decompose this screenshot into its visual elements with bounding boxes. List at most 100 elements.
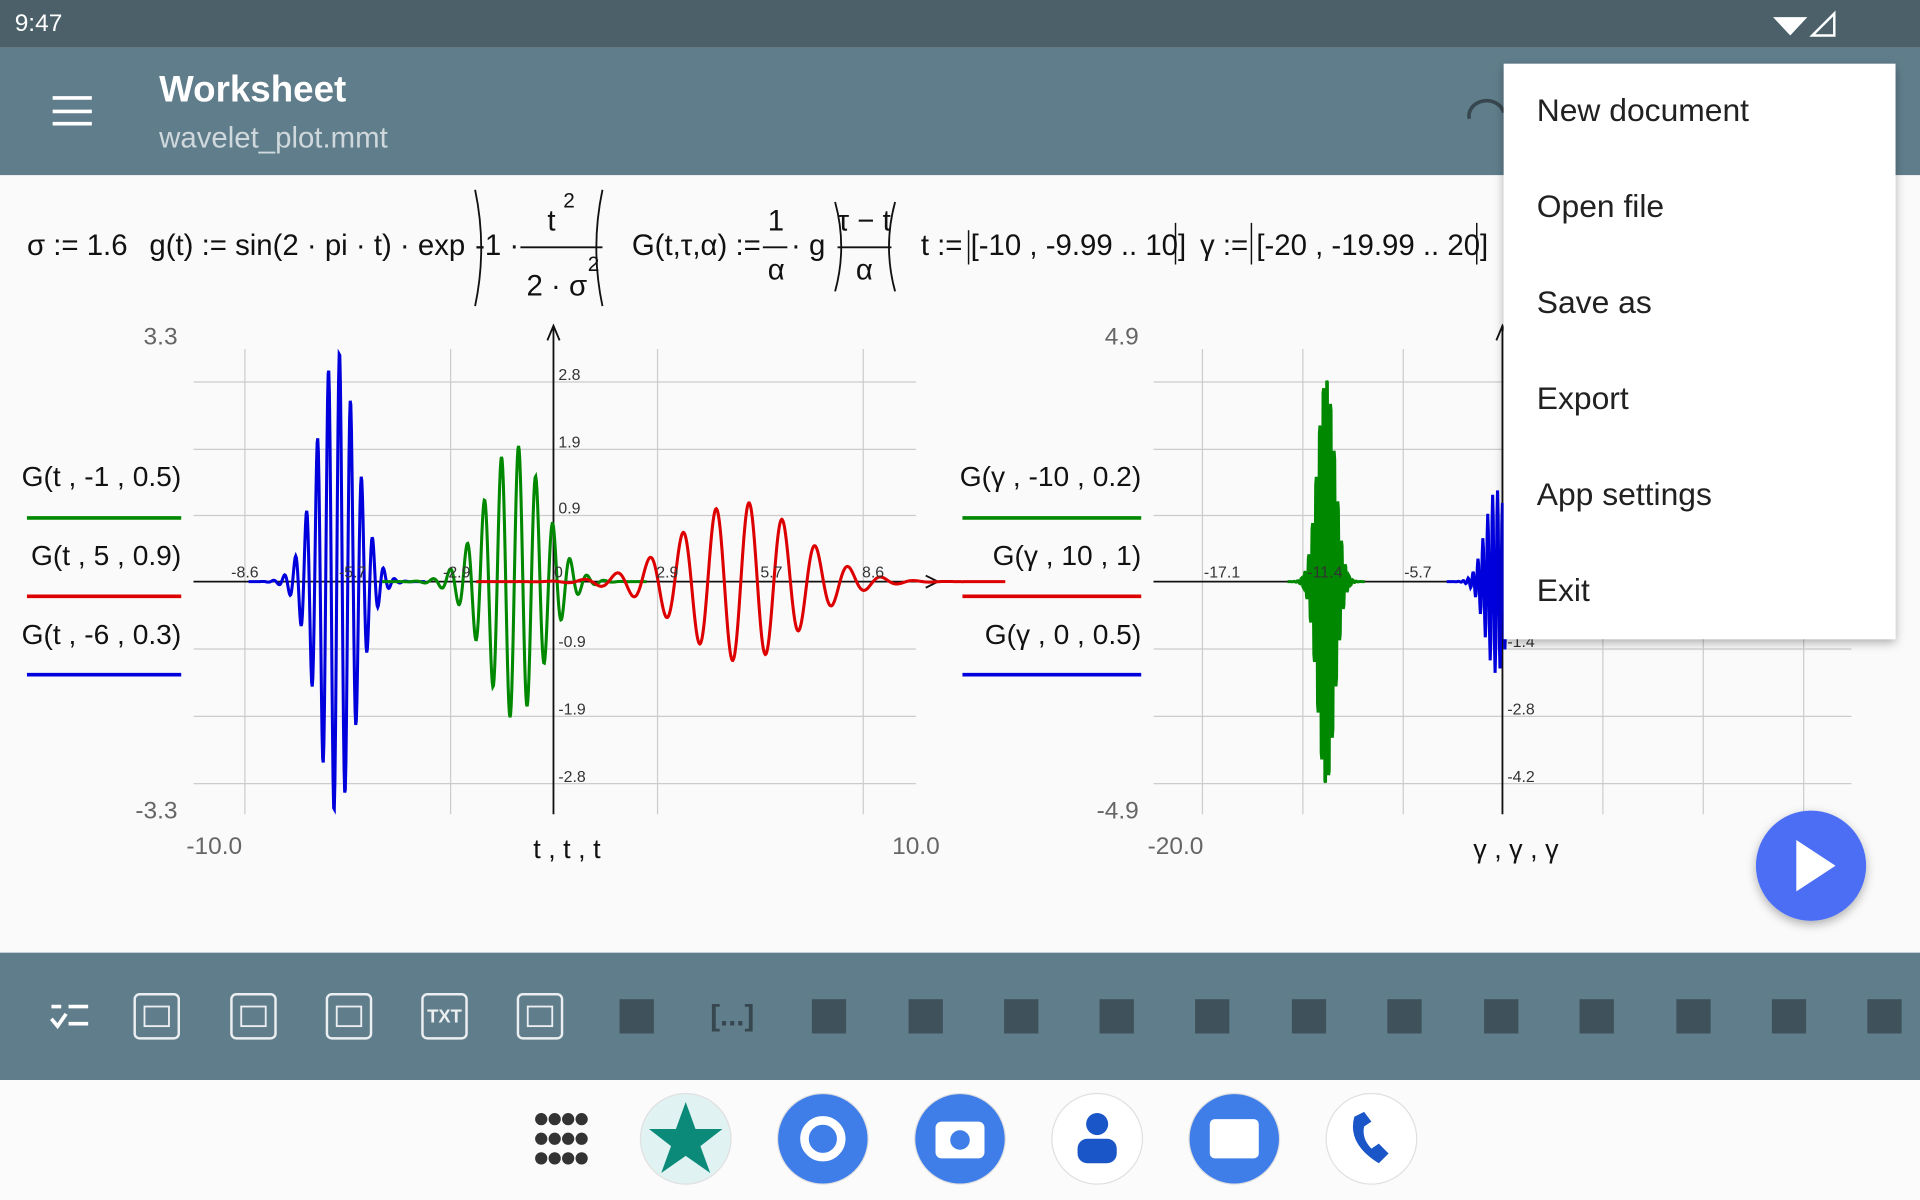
curve [248,348,425,815]
tool-button[interactable] [1676,999,1711,1034]
x-tick-label: -5.7 [1404,564,1432,581]
app-drawer-dot[interactable] [548,1113,561,1126]
paren [888,201,896,292]
signal-icon [1809,10,1836,37]
formula-text: σ := 1.6 [27,229,128,262]
run-button[interactable] [1755,810,1867,921]
tool-glyph [143,1005,170,1028]
menu-item[interactable]: Save as [1537,284,1652,320]
toolbar-icons: TXT [...] [50,993,1902,1040]
menu-item[interactable]: New document [1537,92,1749,128]
tool-glyph [335,1005,363,1028]
tool-button[interactable] [1867,999,1902,1034]
x-min-label: -10.0 [186,833,242,860]
app-drawer-dot[interactable] [535,1152,548,1165]
app-drawer-dot[interactable] [575,1152,588,1165]
app-icon[interactable] [1325,1092,1418,1185]
y-min-label: -3.3 [135,797,177,824]
tool-button[interactable] [1195,999,1230,1034]
app-glyph [1077,1138,1117,1164]
x-tick-label: 2.9 [656,564,678,581]
menu-item[interactable]: Export [1537,380,1629,416]
x-min-label: -20.0 [1148,833,1204,860]
tool-button[interactable] [1099,999,1134,1034]
y-max-label: 4.9 [1105,323,1139,350]
y-tick-label: -4.2 [1507,769,1535,786]
tool-button[interactable] [1484,999,1519,1034]
formula-text: · g [791,229,825,262]
x-axis-label: γ , γ , γ [1473,834,1559,864]
menu-items: New document Open file Save as Export App se… [1537,92,1749,608]
tool-button[interactable] [1771,999,1807,1034]
x-tick-label: 5.7 [760,564,782,581]
tool-button[interactable] [1387,999,1422,1034]
tool-button[interactable] [811,999,847,1034]
axis-arrow [546,323,561,341]
app-glyph [800,1116,846,1162]
app-drawer-dot[interactable] [562,1113,575,1126]
tool-button[interactable] [230,993,277,1040]
formula-text: τ − t [838,205,891,238]
menu-item[interactable]: Open file [1537,188,1664,224]
y-tick-label: -2.8 [1507,701,1535,718]
menu-item[interactable]: Exit [1537,572,1590,608]
formula-text: γ := [-20 , -19.99 .. 20] [1200,229,1488,262]
legend-label: G(t , -1 , 0.5) [22,461,182,492]
x-max-label: 10.0 [892,833,940,860]
formula-row: σ := 1.6 g(t) := sin(2 · pi · t) · exp -1 … [27,190,1488,307]
app-drawer-dot[interactable] [548,1152,561,1165]
app-drawer-dot[interactable] [535,1132,548,1145]
tool-button[interactable] [908,999,943,1034]
tool-button[interactable] [325,993,373,1040]
tool-button[interactable] [133,993,180,1040]
curve [1287,380,1365,784]
plots: 3.3 -3.3 -10.0 10.0 t , t , t -8.6 -5.7 -2.9 0 2.… [22,323,1876,864]
tool-button[interactable] [1579,999,1614,1034]
app-drawer-dot[interactable] [575,1132,588,1145]
x-tick-label: -8.6 [231,564,259,581]
tool-label[interactable]: [...] [710,999,754,1032]
app-drawer-dot[interactable] [535,1113,548,1126]
x-tick-label: 0 [554,564,563,581]
y-max-label: 3.3 [144,323,178,350]
menu-item[interactable]: App settings [1537,476,1712,512]
y-tick-label: 0.9 [558,501,580,518]
x-axis-label: t , t , t [533,834,601,864]
undo-button[interactable] [1467,98,1506,120]
app-glyph [950,1130,970,1150]
formula-text: t [547,205,555,238]
legend-label: G(γ , 0 , 0.5) [985,619,1141,650]
app-drawer-dot[interactable] [562,1152,575,1165]
tool-button[interactable] [421,993,468,1040]
formula-text: t := [-10 , -9.99 .. 10] [921,229,1186,262]
app-glyph [648,1102,723,1174]
y-tick-label: 1.9 [558,434,580,451]
formula-text: α [856,254,873,287]
paren [474,189,483,307]
app-glyph [1209,1119,1259,1159]
app-drawer-dot[interactable] [575,1113,588,1126]
x-tick-label: -17.1 [1204,564,1240,581]
app-icon[interactable] [776,1092,869,1185]
tool-button[interactable] [50,1004,89,1030]
y-tick-label: -1.9 [558,701,586,718]
app-subtitle: wavelet_plot.mmt [158,121,388,154]
tool-button[interactable] [619,999,654,1034]
tool-button[interactable] [1291,999,1327,1034]
menu-button[interactable] [52,96,92,126]
clock: 9:47 [15,10,63,37]
formula-text: g(t) := sin(2 · pi · t) · exp [149,229,465,262]
tool-button[interactable] [516,993,564,1040]
app-glyph [1352,1111,1389,1164]
tool-button[interactable] [1004,999,1039,1034]
formula-text: 2 [563,190,575,213]
wifi-icon [1773,17,1808,36]
formula-text: 2 · σ [527,270,588,303]
app-drawer-dot[interactable] [562,1132,575,1145]
tool-glyph [240,1005,267,1028]
y-tick-label: 2.8 [558,367,580,384]
legend-label: G(t , 5 , 0.9) [31,540,181,571]
app-drawer-dot[interactable] [548,1132,561,1145]
x-tick-label: -11.4 [1307,564,1342,581]
